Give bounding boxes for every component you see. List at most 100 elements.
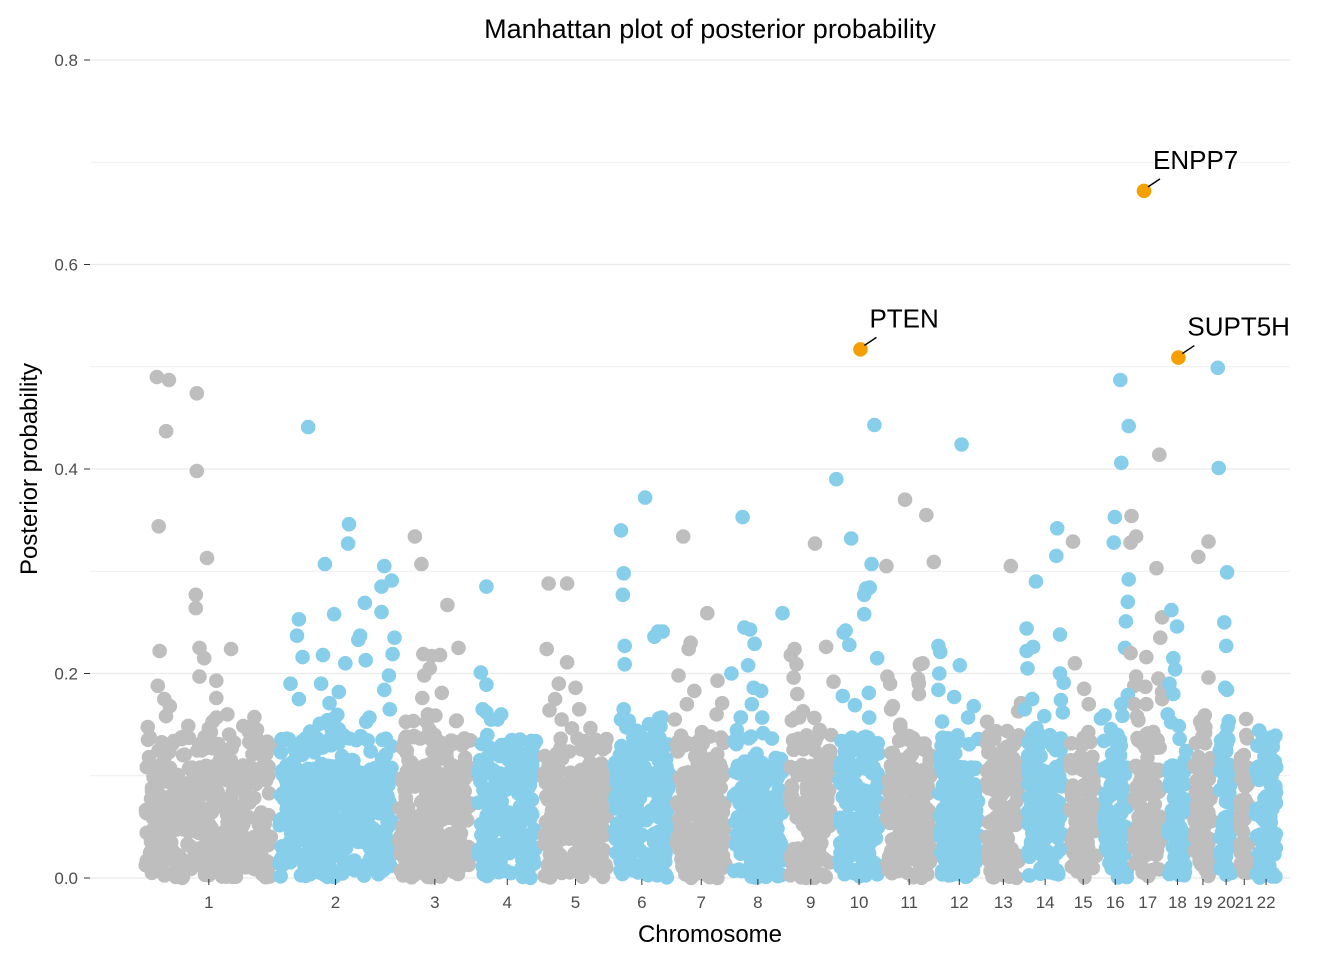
data-point xyxy=(918,743,933,758)
x-tick-label: 19 xyxy=(1193,893,1212,912)
data-point xyxy=(367,861,383,877)
data-point xyxy=(387,630,402,645)
data-point xyxy=(615,587,631,603)
data-point xyxy=(305,791,321,806)
data-point xyxy=(617,657,632,672)
data-point xyxy=(1140,750,1155,765)
data-point xyxy=(449,713,465,728)
data-point xyxy=(196,650,212,666)
data-point xyxy=(332,813,347,829)
data-point xyxy=(1166,686,1181,702)
data-point xyxy=(1218,864,1234,879)
x-tick-label: 11 xyxy=(900,893,918,912)
data-point xyxy=(551,676,567,691)
gene-label: SUPT5H xyxy=(1187,312,1290,342)
data-point xyxy=(956,790,972,805)
data-point xyxy=(261,837,276,853)
data-point xyxy=(434,685,450,701)
data-point xyxy=(988,796,1003,811)
data-point xyxy=(192,774,208,790)
data-point xyxy=(336,827,352,842)
data-point xyxy=(748,755,763,770)
data-point xyxy=(940,794,956,810)
data-point xyxy=(322,775,338,791)
data-point xyxy=(398,791,414,806)
x-tick-label: 8 xyxy=(753,893,762,912)
data-point xyxy=(362,710,377,725)
data-point xyxy=(245,747,260,762)
data-point xyxy=(540,788,555,803)
data-point xyxy=(1128,529,1144,544)
data-point xyxy=(960,710,976,725)
data-point xyxy=(784,713,800,728)
data-point xyxy=(629,766,645,782)
data-point xyxy=(659,772,675,788)
data-point xyxy=(150,678,166,694)
data-point xyxy=(715,860,730,876)
data-point xyxy=(181,718,196,734)
data-point xyxy=(905,765,920,780)
data-point xyxy=(204,828,219,843)
data-point xyxy=(571,770,587,785)
data-point xyxy=(1210,360,1226,376)
data-point xyxy=(479,677,494,692)
data-point xyxy=(357,595,373,611)
y-tick-label: 0.8 xyxy=(54,51,78,70)
data-point xyxy=(1129,709,1145,724)
data-point xyxy=(832,772,847,788)
data-point xyxy=(935,778,951,793)
x-tick-label: 21 xyxy=(1235,893,1254,912)
data-point xyxy=(1112,747,1127,762)
data-point xyxy=(315,647,331,663)
y-tick-label: 0.4 xyxy=(54,460,78,479)
data-point xyxy=(701,847,716,862)
data-point xyxy=(733,710,748,725)
data-point xyxy=(615,818,630,833)
data-point xyxy=(399,743,415,759)
data-point xyxy=(363,744,378,759)
data-point xyxy=(1167,787,1183,803)
data-point xyxy=(820,808,836,823)
data-point xyxy=(832,759,848,775)
data-point xyxy=(507,823,522,838)
data-point xyxy=(430,825,445,840)
data-point xyxy=(855,859,871,875)
data-point xyxy=(553,808,568,824)
data-point xyxy=(1000,867,1016,882)
data-point xyxy=(363,770,378,786)
data-point xyxy=(1047,825,1063,841)
data-point xyxy=(616,566,631,581)
data-point xyxy=(246,790,262,806)
data-point xyxy=(154,735,169,750)
data-point xyxy=(1113,372,1128,388)
data-point xyxy=(1169,818,1184,833)
data-point xyxy=(1056,675,1071,690)
data-point xyxy=(291,691,307,707)
data-point xyxy=(952,836,967,851)
data-point xyxy=(919,507,934,523)
y-tick-label: 0.0 xyxy=(54,869,78,888)
data-point xyxy=(374,579,389,594)
data-point xyxy=(377,682,392,698)
label-leader-line xyxy=(1181,344,1195,355)
data-point xyxy=(671,798,687,814)
data-point xyxy=(1267,830,1282,846)
data-point xyxy=(655,749,671,765)
data-point xyxy=(758,766,773,782)
data-point xyxy=(896,729,912,745)
data-point xyxy=(327,710,342,726)
data-point xyxy=(152,643,167,659)
data-point xyxy=(274,850,290,865)
data-point xyxy=(1131,809,1146,825)
data-point xyxy=(617,638,632,654)
data-point xyxy=(710,746,725,762)
data-point xyxy=(1196,759,1212,774)
data-point xyxy=(599,731,614,747)
data-point xyxy=(755,725,771,741)
data-point xyxy=(161,372,177,388)
x-tick-label: 14 xyxy=(1036,893,1055,912)
data-point xyxy=(675,859,690,875)
data-point xyxy=(1218,638,1234,654)
data-point xyxy=(833,845,848,861)
data-point xyxy=(1025,639,1041,655)
